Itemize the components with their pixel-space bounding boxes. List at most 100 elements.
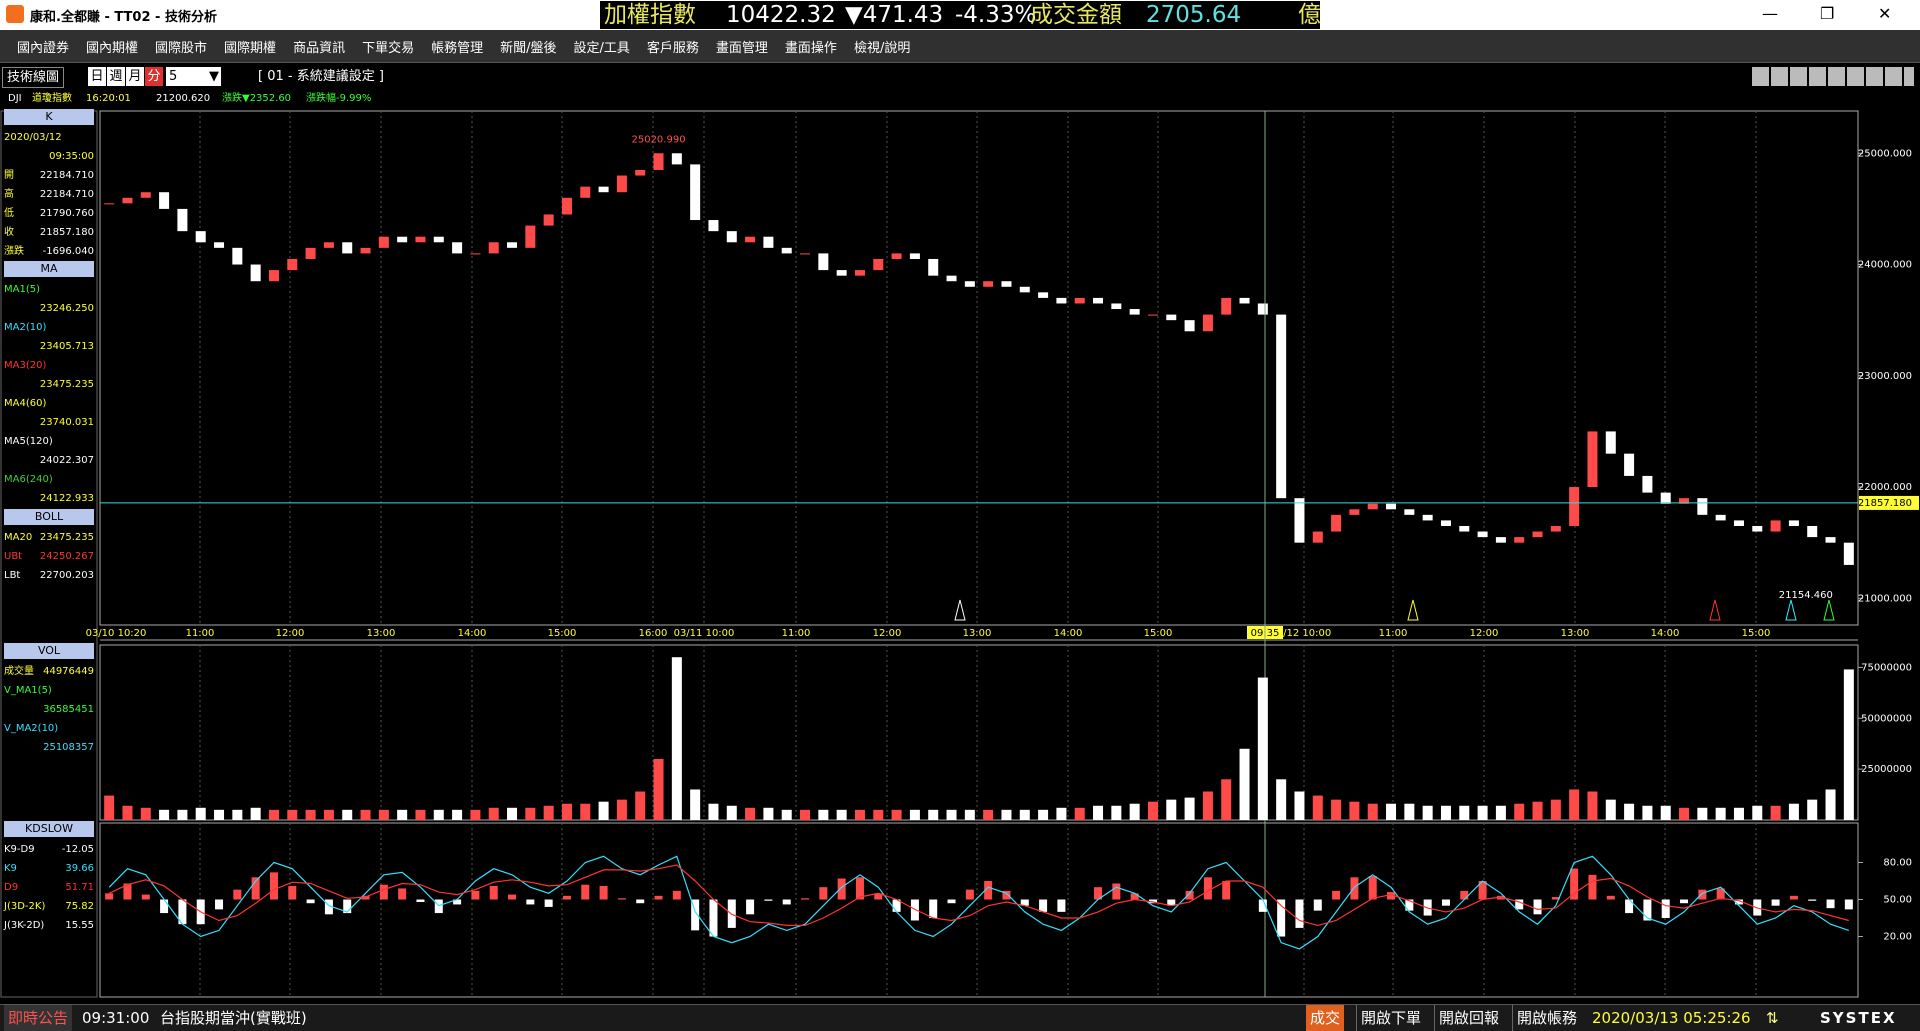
tool-icons[interactable] <box>1752 67 1914 86</box>
candle <box>891 253 902 259</box>
kd-bar <box>105 893 114 900</box>
time-label: 11:00 <box>186 628 215 639</box>
kd-bar <box>1734 899 1743 905</box>
menu-item[interactable]: 商品資訊 <box>293 40 346 56</box>
volume-bar <box>983 809 994 820</box>
status-button[interactable]: 開啟帳務 <box>1512 1005 1581 1031</box>
menu-item[interactable]: 檢視/說明 <box>853 40 911 56</box>
candle <box>1129 309 1140 315</box>
panel-value: 24122.933 <box>40 493 94 504</box>
signal-marker <box>1785 599 1797 621</box>
panel-value: 23246.250 <box>40 303 94 314</box>
y-tick-label: 24000.000 <box>1858 260 1912 271</box>
kd-bar <box>1789 895 1798 900</box>
brand: SYSTEX <box>1820 1009 1897 1027</box>
menu-item[interactable]: 畫面管理 <box>715 40 768 56</box>
minimize-button[interactable]: — <box>1762 4 1778 23</box>
volume-bar <box>470 809 481 820</box>
turnover-unit: 億 <box>1298 2 1321 28</box>
panel-value: 23475.235 <box>40 532 94 543</box>
minute-select[interactable]: 5 <box>166 67 221 86</box>
volume-bar <box>1532 801 1543 820</box>
y-tick-label: 25000000 <box>1861 764 1912 775</box>
volume-bar <box>1019 809 1030 820</box>
candle <box>983 281 994 287</box>
candle <box>1331 514 1342 532</box>
turnover-label: 成交金額 <box>1030 2 1122 28</box>
volume-bar <box>378 809 389 820</box>
kd-bar <box>1716 888 1725 900</box>
volume-bar <box>1715 807 1726 820</box>
kd-bar <box>379 884 388 900</box>
volume-bar <box>1129 803 1140 820</box>
period-button[interactable]: 週 <box>107 67 125 86</box>
kd-bar <box>1606 895 1615 900</box>
candle <box>1147 314 1158 316</box>
volume-bar <box>690 789 701 820</box>
candle <box>1312 531 1323 543</box>
kd-bar <box>855 877 864 900</box>
status-button[interactable]: 開啟回報 <box>1434 1005 1503 1031</box>
panel-header <box>4 643 94 659</box>
menu-item[interactable]: 帳務管理 <box>431 40 484 56</box>
status-button[interactable]: 成交 <box>1306 1005 1345 1031</box>
candle <box>195 231 206 243</box>
menu-item[interactable]: 國內期權 <box>86 40 139 56</box>
volume-bar <box>1422 805 1433 820</box>
candle <box>1697 498 1708 515</box>
panel-label: 09:35:00 <box>49 151 94 162</box>
menu-item[interactable]: 下單交易 <box>362 40 415 56</box>
candle <box>1514 537 1525 543</box>
panel-value: 24250.267 <box>40 551 94 562</box>
menu-item[interactable]: 國際股市 <box>155 40 208 56</box>
menu-item[interactable]: 畫面操作 <box>784 40 837 56</box>
candle <box>616 175 627 193</box>
kd-bar <box>1405 899 1414 911</box>
time-label: 14:00 <box>1651 628 1680 639</box>
candle <box>1807 525 1818 538</box>
volume-bar <box>195 807 206 820</box>
panel-value: 15.55 <box>65 920 94 931</box>
quote-change: 漲跌▼2352.60 <box>222 93 292 104</box>
period-button[interactable]: 分 <box>145 67 163 86</box>
volume-bar <box>1074 807 1085 820</box>
close-button[interactable]: ✕ <box>1878 4 1892 23</box>
kd-bar <box>562 895 571 900</box>
panel-value: 21857.180 <box>40 227 94 238</box>
status-button[interactable]: 開啟下單 <box>1356 1005 1425 1031</box>
candle <box>781 247 792 254</box>
kd-bar <box>1643 899 1652 921</box>
candle <box>1550 525 1561 532</box>
panel-label: MA5(120) <box>4 436 53 447</box>
menu-item[interactable]: 設定/工具 <box>573 40 630 56</box>
dropdown-arrow[interactable]: ▼ <box>209 69 219 84</box>
menu-item[interactable]: 新聞/盤後 <box>500 40 557 56</box>
panel-label: K9-D9 <box>4 844 35 855</box>
kd-bar <box>1533 899 1542 915</box>
candle <box>250 264 261 282</box>
panel-value: 75.82 <box>65 901 94 912</box>
candle <box>1221 297 1232 315</box>
kd-bar <box>1478 881 1487 900</box>
candle <box>268 270 279 282</box>
title-bar: 康和.全都賺 - TT02 - 技術分析 加權指數 10422.32 ▼471.… <box>0 0 1920 30</box>
candle <box>690 164 701 221</box>
candle <box>122 197 133 204</box>
app-icon <box>6 5 24 23</box>
kd-bar <box>1661 899 1670 919</box>
candle <box>543 214 554 226</box>
period-button[interactable]: 日 <box>88 67 106 86</box>
kd-bar <box>1020 899 1029 906</box>
menu-item[interactable]: 客戶服務 <box>646 40 699 56</box>
panel-value: 24022.307 <box>40 455 94 466</box>
last-price-label: 21857.180 <box>1858 498 1912 509</box>
restore-button[interactable]: ❐ <box>1820 4 1835 23</box>
panel-value: 21790.760 <box>40 208 94 219</box>
menu-item[interactable]: 國際期權 <box>224 40 277 56</box>
panel-label: UBt <box>4 551 22 562</box>
candle <box>433 236 444 243</box>
candle <box>342 242 353 254</box>
menu-item[interactable]: 國內證券 <box>17 40 70 56</box>
period-button[interactable]: 月 <box>126 67 144 86</box>
volume-bar <box>1202 791 1213 820</box>
